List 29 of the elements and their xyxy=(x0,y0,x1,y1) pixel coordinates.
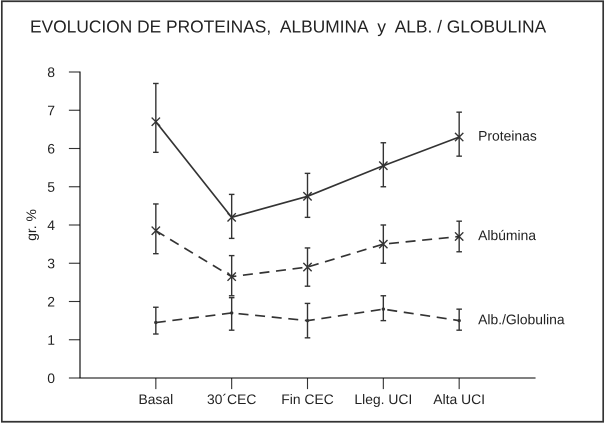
y-tick-label: 1 xyxy=(48,335,54,345)
point xyxy=(454,232,464,242)
x-tick-label: Alta UCI xyxy=(433,394,484,404)
x-tick-label: Lleg. UCI xyxy=(356,394,411,407)
y-tick-label: 7 xyxy=(48,106,54,116)
point xyxy=(454,132,464,142)
chart-title: EVOLUCION DE PROTEINAS, ALBUMINA y ALB. / GLOBULINA xyxy=(31,20,546,36)
point xyxy=(302,191,312,202)
y-tick-label: 5 xyxy=(48,182,54,192)
point xyxy=(226,212,237,222)
x-tick-label: Fin CEC xyxy=(282,394,334,404)
y-tick-label: 4 xyxy=(48,220,55,230)
point xyxy=(150,226,161,236)
y-tick-label: 3 xyxy=(48,258,54,268)
point xyxy=(226,272,237,282)
y-tick-label: 6 xyxy=(48,144,54,154)
series-label: Albúmina xyxy=(478,230,536,240)
y-axis-title: gr. % xyxy=(26,210,39,240)
point xyxy=(150,116,161,127)
point xyxy=(378,239,388,249)
y-tick-label: 0 xyxy=(48,373,54,384)
series-label: Proteinas xyxy=(479,130,536,141)
point xyxy=(302,262,312,272)
series-label: Alb./Globulina xyxy=(478,314,565,324)
y-tick-label: 8 xyxy=(48,67,54,78)
x-tick-label: 30´CEC xyxy=(208,394,256,404)
x-tick-label: Basal xyxy=(140,394,172,404)
y-tick-label: 2 xyxy=(48,296,54,307)
point xyxy=(378,160,388,171)
